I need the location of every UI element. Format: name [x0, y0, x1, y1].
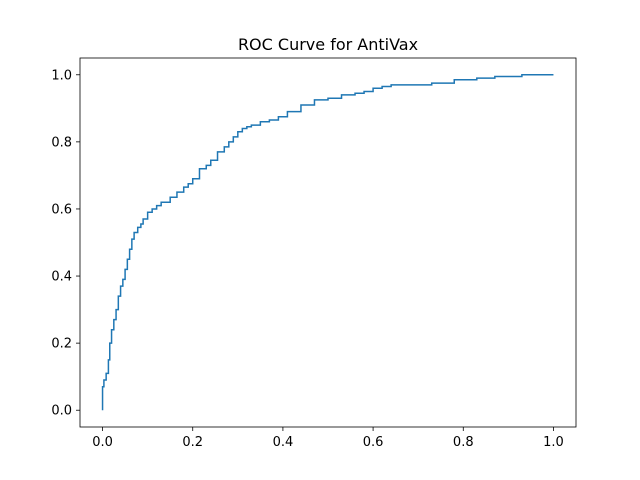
x-tick-label: 0.0 — [92, 435, 113, 450]
chart-title: ROC Curve for AntiVax — [238, 35, 418, 54]
y-tick-label: 0.0 — [51, 404, 72, 419]
x-tick-label: 0.6 — [363, 435, 384, 450]
y-tick-label: 0.2 — [51, 337, 72, 352]
plot-frame — [79, 57, 577, 428]
roc-curve-line — [101, 74, 554, 411]
axes-layer: 0.0 0.2 0.4 0.6 0.8 1.0 0.0 0.2 0.4 0.6 0.8 1.0 — [51, 57, 577, 450]
x-tick-label: 0.8 — [453, 435, 474, 450]
y-tick-label: 0.6 — [51, 202, 72, 217]
y-tick-label: 0.8 — [51, 135, 72, 150]
curve-layer — [101, 74, 554, 411]
x-tick-label: 0.2 — [182, 435, 203, 450]
x-tick-label: 1.0 — [543, 435, 564, 450]
y-tick-label: 0.4 — [51, 270, 72, 285]
x-tick-label: 0.4 — [273, 435, 294, 450]
y-tick-label: 1.0 — [51, 68, 72, 83]
